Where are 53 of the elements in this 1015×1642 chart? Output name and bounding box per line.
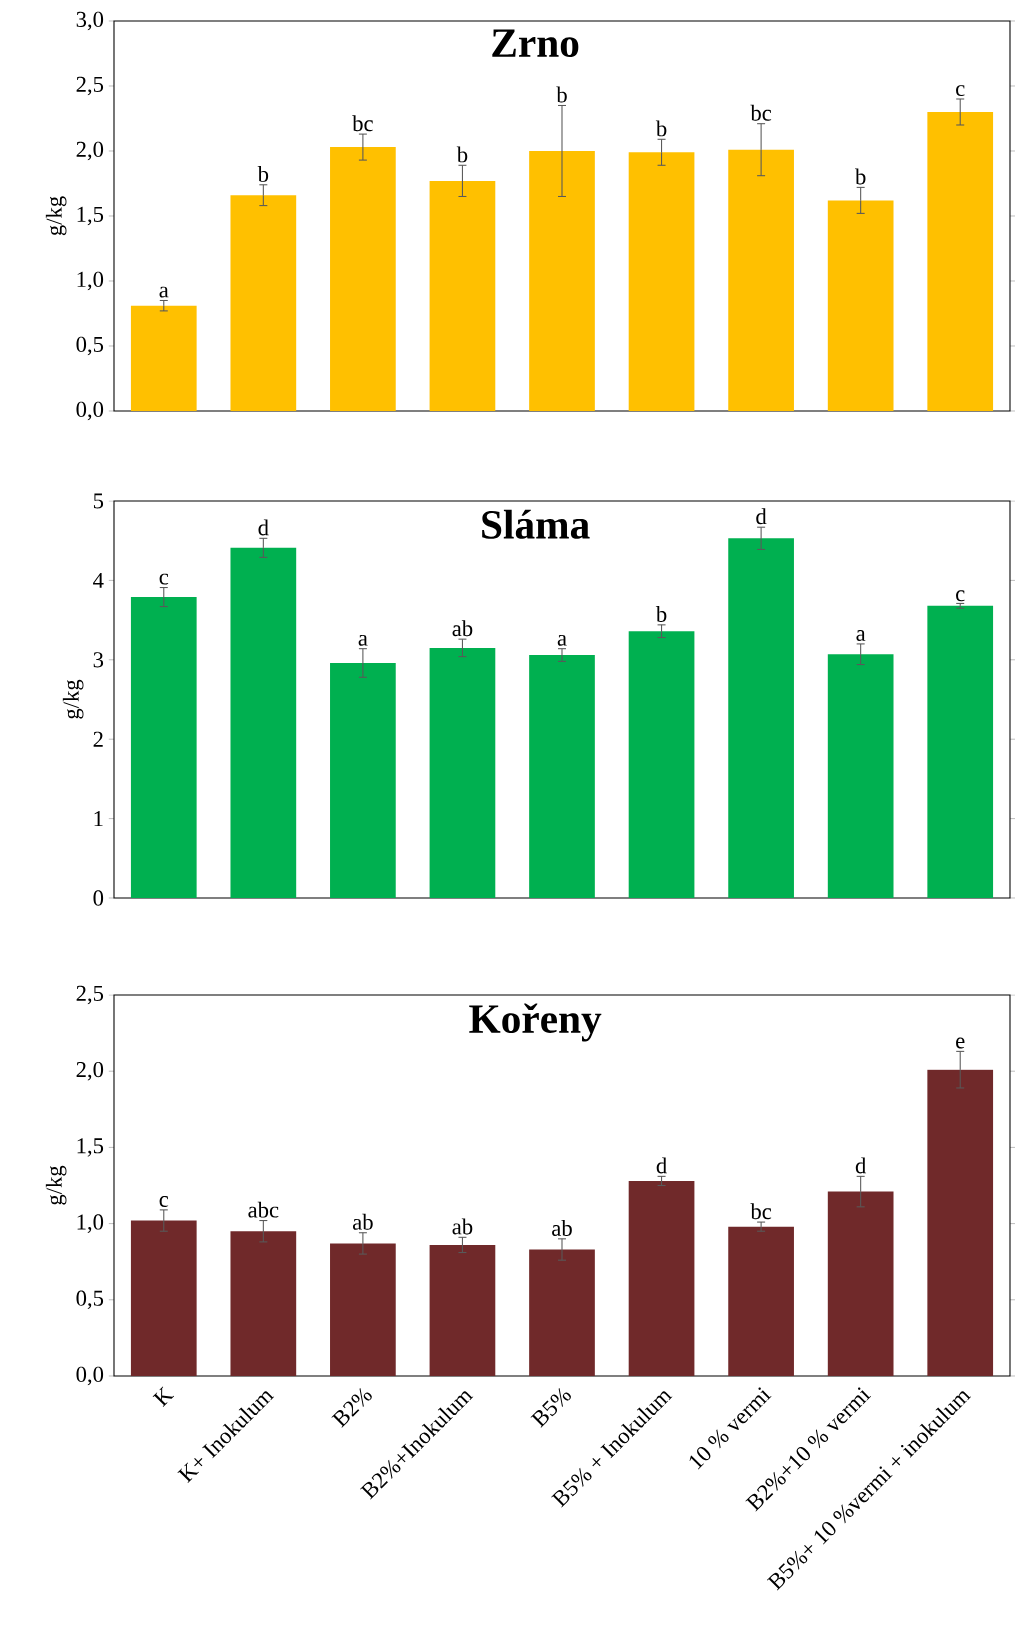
annotation: e: [955, 1037, 965, 1049]
annotation: a: [557, 634, 567, 646]
annotation: ab: [551, 1219, 572, 1236]
annotation: c: [159, 1196, 168, 1207]
y-tick-label: 3: [93, 652, 103, 668]
chart-title: Zrno: [492, 29, 579, 58]
y-tick-label: 2,5: [76, 76, 103, 96]
y-tick-label: 2,0: [76, 1061, 103, 1081]
y-tick-label: 0,5: [76, 336, 103, 356]
annotation: ab: [452, 1218, 473, 1235]
annotation: b: [854, 168, 866, 185]
y-tick-label: 1,0: [77, 271, 103, 291]
y-axis-title: g/kg: [45, 196, 67, 236]
y-axis-title: g/kg: [45, 1165, 67, 1205]
annotation: b: [556, 86, 567, 103]
y-tick-label: 2,5: [76, 985, 103, 1005]
y-axis-title: g/kg: [62, 679, 84, 719]
annotation: b: [257, 165, 268, 182]
annotation: c: [159, 573, 168, 585]
annotation: d: [258, 519, 269, 536]
y-tick-label: 1,0: [77, 1214, 103, 1233]
annotation: bc: [750, 1203, 771, 1220]
annotation: b: [655, 120, 667, 137]
annotation: ab: [452, 620, 473, 637]
annotation: d: [855, 1157, 866, 1174]
y-tick-label: 2: [93, 731, 103, 747]
y-tick-label: 4: [92, 572, 104, 588]
annotation: c: [955, 85, 965, 97]
annotation: a: [159, 286, 169, 298]
y-tick-label: 3,0: [76, 11, 103, 31]
annotation: c: [955, 590, 965, 602]
y-tick-label: 0: [93, 890, 103, 906]
annotation: b: [655, 605, 667, 622]
annotation: abc: [248, 1201, 279, 1218]
annotation: d: [756, 508, 767, 525]
y-tick-label: 5: [93, 493, 103, 509]
annotation: a: [856, 630, 866, 641]
annotation: b: [456, 146, 468, 163]
y-tick-label: 1,5: [77, 206, 103, 226]
annotation: bc: [351, 115, 373, 132]
y-tick-label: 1,5: [77, 1138, 103, 1157]
chart-title: Sláma: [481, 509, 590, 539]
y-tick-label: 0,0: [76, 401, 103, 421]
annotation: d: [656, 1157, 667, 1174]
annotation: bc: [750, 104, 771, 121]
chart-title: Kořeny: [469, 1003, 602, 1042]
annotation: a: [358, 634, 368, 646]
y-tick-label: 2,0: [76, 141, 103, 161]
y-tick-label: 0,5: [76, 1290, 103, 1310]
y-tick-label: 0,0: [76, 1366, 103, 1386]
annotation: ab: [352, 1213, 373, 1230]
y-tick-label: 1: [94, 811, 103, 827]
x-tick-label: K: [152, 1386, 174, 1408]
